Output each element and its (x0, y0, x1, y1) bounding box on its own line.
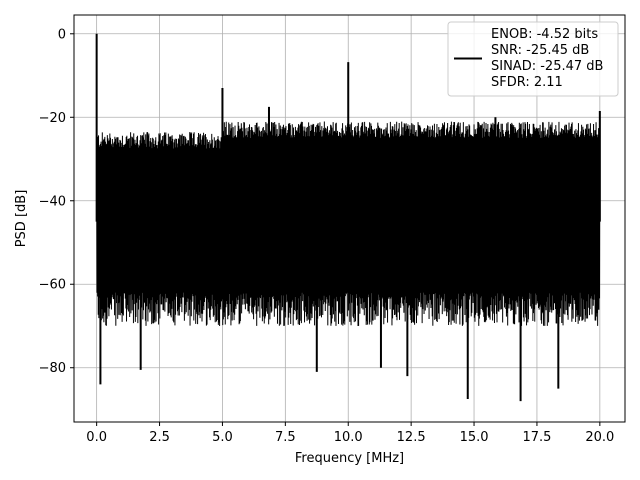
y-axis-ticks: 0 −20 −40 −60 −80 (39, 27, 74, 376)
y-tick-label: −40 (39, 194, 66, 209)
x-axis-ticks: 0.0 2.5 5.0 7.5 10.0 12.5 15.0 17.5 20.0 (86, 422, 614, 445)
x-tick-label: 10.0 (334, 430, 363, 445)
x-tick-label: 5.0 (212, 430, 233, 445)
legend: ENOB: -4.52 bits SNR: -25.45 dB SINAD: -… (447, 21, 619, 97)
x-tick-label: 0.0 (86, 430, 107, 445)
x-axis-label: Frequency [MHz] (295, 451, 404, 466)
legend-line-snr: SNR: -25.45 dB (491, 43, 589, 58)
y-tick-label: 0 (58, 27, 66, 42)
legend-box (447, 21, 619, 97)
x-tick-label: 15.0 (460, 430, 489, 445)
y-axis-label: PSD [dB] (14, 190, 29, 248)
legend-line-sfdr: SFDR: 2.11 (491, 75, 563, 90)
x-tick-label: 17.5 (522, 430, 551, 445)
x-tick-label: 20.0 (585, 430, 614, 445)
legend-line-enob: ENOB: -4.52 bits (491, 27, 598, 42)
y-tick-label: −60 (39, 278, 66, 293)
psd-series (95, 33, 601, 402)
plot-frame (73, 14, 626, 423)
y-tick-label: −20 (39, 111, 66, 126)
legend-line-sinad: SINAD: -25.47 dB (491, 59, 603, 74)
x-tick-label: 7.5 (275, 430, 296, 445)
x-tick-label: 2.5 (149, 430, 170, 445)
y-tick-label: −80 (39, 361, 66, 376)
x-tick-label: 12.5 (397, 430, 426, 445)
